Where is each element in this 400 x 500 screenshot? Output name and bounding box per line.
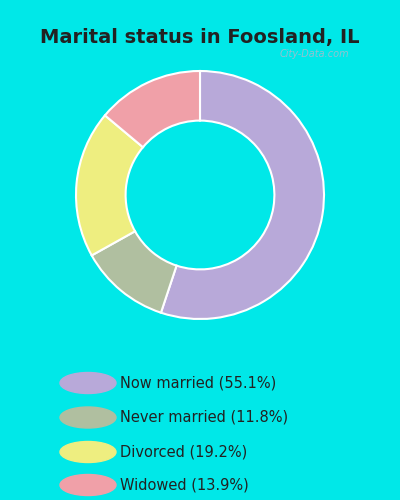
Text: Widowed (13.9%): Widowed (13.9%) — [120, 478, 249, 492]
Text: City-Data.com: City-Data.com — [279, 50, 349, 59]
Wedge shape — [92, 232, 176, 312]
Wedge shape — [161, 71, 324, 319]
Circle shape — [60, 407, 116, 428]
Circle shape — [60, 442, 116, 462]
Text: Marital status in Foosland, IL: Marital status in Foosland, IL — [40, 28, 360, 46]
Wedge shape — [76, 116, 143, 256]
Text: Now married (55.1%): Now married (55.1%) — [120, 376, 276, 390]
Wedge shape — [105, 71, 200, 147]
Circle shape — [60, 372, 116, 394]
Text: Divorced (19.2%): Divorced (19.2%) — [120, 444, 247, 460]
Text: Never married (11.8%): Never married (11.8%) — [120, 410, 288, 425]
Circle shape — [60, 474, 116, 496]
